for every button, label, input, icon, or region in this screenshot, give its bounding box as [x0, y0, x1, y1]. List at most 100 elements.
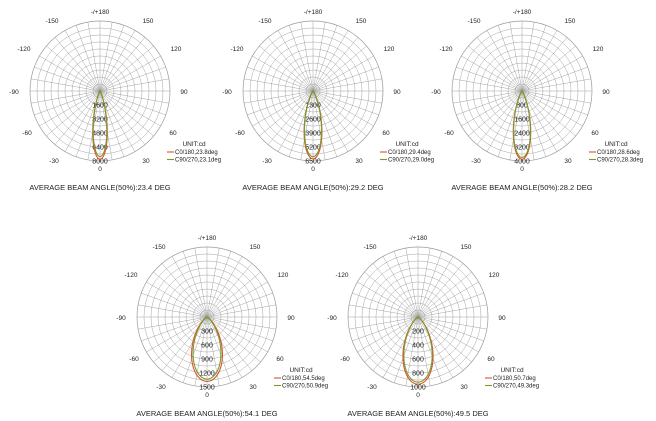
angle-label: 60 [276, 356, 284, 363]
grid-spoke [417, 316, 454, 378]
radial-tick-label: 600 [412, 356, 424, 363]
grid-spoke [456, 66, 523, 92]
polar-chart-1: -/+180 150 -150 120 -120 90 -90 60 -60 30 -30 0 1600… [9, 9, 221, 192]
grid-spoke [312, 45, 367, 92]
grid-spoke [252, 55, 314, 92]
angle-label: -90 [222, 89, 232, 96]
angle-label: -120 [124, 272, 137, 279]
grid-spoke [206, 292, 273, 318]
angle-label: 150 [250, 244, 261, 251]
grid-spoke [161, 263, 208, 318]
grid-spoke [461, 90, 523, 127]
grid-spoke [277, 90, 314, 152]
grid-spoke [312, 90, 359, 145]
angle-label: -60 [235, 130, 245, 137]
grid-spoke [417, 263, 464, 318]
angle-label: 30 [142, 158, 150, 165]
grid-spoke [99, 66, 166, 92]
angle-label: -90 [9, 89, 19, 96]
grid-spoke [153, 271, 208, 318]
grid-spoke [486, 30, 523, 92]
radial-tick-label: 400 [412, 342, 424, 349]
grid-spoke [312, 90, 382, 104]
radial-tick-label: 800 [412, 370, 424, 377]
grid-spoke [312, 90, 379, 116]
legend-entry: C90/270,28.3deg [597, 158, 643, 164]
angle-label: 150 [565, 18, 576, 25]
polar-chart-5: -/+180 150 -150 120 -120 90 -90 60 -60 30 -30 0 200 4… [327, 235, 539, 418]
radial-tick-label: 6500 [305, 158, 321, 165]
unit-label: UNIT:cd [500, 367, 524, 374]
grid-spoke [312, 25, 338, 92]
radial-tick-label: 4000 [514, 158, 530, 165]
angle-label: -150 [363, 244, 376, 251]
grid-spoke [521, 37, 568, 92]
grid-spoke [521, 90, 588, 116]
grid-spoke [206, 256, 243, 318]
radial-tick-label: 1000 [410, 384, 426, 391]
grid-spoke [417, 281, 479, 318]
unit-label: UNIT:cd [604, 141, 628, 148]
grid-spoke [267, 37, 314, 92]
grid-spoke [206, 316, 273, 342]
radial-tick-label: 3200 [92, 116, 108, 123]
grid-spoke [476, 37, 523, 92]
angle-label: 90 [393, 89, 401, 96]
radial-tick-label: 3900 [305, 130, 321, 137]
grid-spoke [206, 316, 232, 383]
grid-spoke [206, 316, 268, 353]
grid-spoke [64, 30, 101, 92]
grid-spoke [382, 256, 419, 318]
series-curve-c90 [403, 316, 433, 383]
grid-spoke [206, 316, 261, 363]
grid-spoke [267, 90, 314, 145]
grid-spoke [99, 55, 161, 92]
grid-spoke [206, 251, 232, 318]
grid-spoke [417, 304, 487, 318]
angle-label: 30 [564, 158, 572, 165]
angle-label: 0 [311, 166, 315, 173]
grid-spoke [99, 90, 146, 145]
grid-spoke [312, 66, 379, 92]
radial-tick-label: 2400 [514, 130, 530, 137]
angle-label: 60 [382, 130, 390, 137]
grid-spoke [521, 90, 535, 160]
legend-entry: C0/180,50.7deg [493, 376, 536, 382]
grid-spoke [352, 316, 419, 342]
grid-spoke [453, 90, 523, 104]
series-curve-c90 [303, 90, 323, 158]
angle-label: 90 [602, 89, 610, 96]
angle-label: -30 [367, 384, 377, 391]
grid-spoke [206, 248, 220, 318]
grid-spoke [417, 292, 484, 318]
grid-spoke [521, 90, 583, 127]
series-curve-c90 [92, 90, 108, 158]
grid-spoke [54, 90, 101, 145]
angle-label: -30 [156, 384, 166, 391]
beam-angle-caption: AVERAGE BEAM ANGLE(50%):54.1 DEG [136, 409, 277, 418]
legend-entry: C0/180,54.5deg [282, 376, 325, 382]
angle-label: 150 [356, 18, 367, 25]
angle-label: 150 [143, 18, 154, 25]
grid-spoke [182, 251, 208, 318]
angle-label: 60 [169, 130, 177, 137]
angle-label: 0 [205, 392, 209, 399]
radial-tick-label: 1600 [92, 102, 108, 109]
legend-entry: C90/270,29.0deg [388, 158, 434, 164]
polar-chart-2: -/+180 150 -150 120 -120 90 -90 60 -60 30 -30 0 1300… [222, 9, 434, 192]
angle-label: 90 [287, 315, 295, 322]
angle-label: -90 [431, 89, 441, 96]
grid-spoke [146, 281, 208, 318]
grid-spoke [252, 90, 314, 127]
angle-label: -60 [444, 130, 454, 137]
grid-spoke [99, 90, 154, 137]
grid-spoke [300, 22, 314, 92]
grid-spoke [244, 90, 314, 104]
grid-spoke [99, 90, 113, 160]
grid-spoke [382, 316, 419, 378]
grid-spoke [99, 90, 166, 116]
grid-spoke [521, 78, 591, 92]
grid-spoke [357, 316, 419, 353]
grid-spoke [46, 90, 101, 137]
grid-spoke [509, 90, 523, 160]
